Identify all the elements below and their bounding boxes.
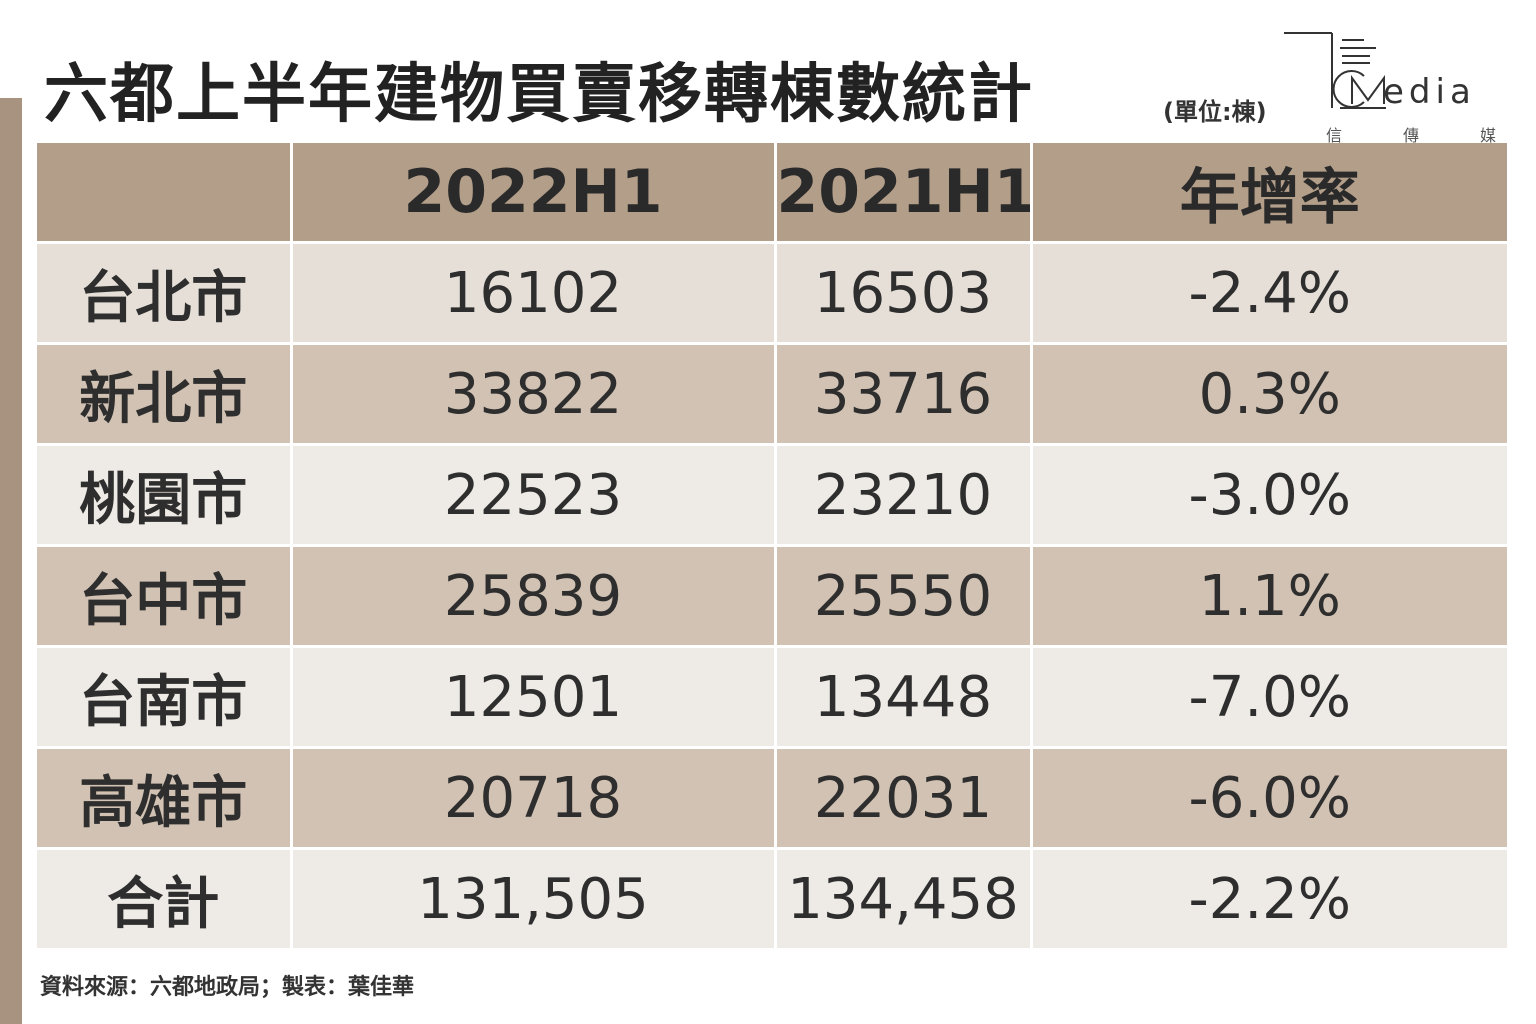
total-value-cell: 134,458 [775, 848, 1033, 951]
logo-char: 傳 [1402, 126, 1419, 145]
chart-title: 六都上半年建物買賣移轉棟數統計 [44, 58, 1034, 132]
total-row: 合計 131,505 134,458 -2.2% [37, 848, 1507, 951]
value-cell: 33822 [291, 343, 777, 446]
table-row: 台南市 12501 13448 -7.0% [37, 646, 1507, 749]
table-row: 台北市 16102 16503 -2.4% [37, 242, 1507, 345]
media-logo-icon [1284, 32, 1386, 109]
value-cell: 22031 [775, 747, 1033, 850]
total-growth-cell: -2.2% [1031, 848, 1507, 951]
value-cell: 22523 [291, 444, 777, 547]
value-cell: 33716 [775, 343, 1033, 446]
growth-cell: 0.3% [1031, 343, 1507, 446]
header-cell [37, 143, 293, 244]
city-cell: 台南市 [37, 646, 293, 749]
header-cell: 2022H1 [291, 143, 777, 244]
header-cell: 2021H1 [775, 143, 1033, 244]
total-label-cell: 合計 [37, 848, 293, 951]
logo-chinese-name: 信 傳 媒 [1326, 122, 1496, 146]
logo-wordmark: edia [1383, 72, 1476, 112]
logo-char: 信 [1326, 126, 1343, 145]
growth-cell: -3.0% [1031, 444, 1507, 547]
growth-cell: -6.0% [1031, 747, 1507, 850]
table-row: 高雄市 20718 22031 -6.0% [37, 747, 1507, 850]
unit-label: (單位:棟) [1163, 98, 1267, 126]
value-cell: 13448 [775, 646, 1033, 749]
header-cell: 年增率 [1031, 143, 1507, 244]
city-cell: 台北市 [37, 242, 293, 345]
city-cell: 桃園市 [37, 444, 293, 547]
value-cell: 25839 [291, 545, 777, 648]
city-cell: 高雄市 [37, 747, 293, 850]
growth-cell: 1.1% [1031, 545, 1507, 648]
city-cell: 新北市 [37, 343, 293, 446]
table-row: 新北市 33822 33716 0.3% [37, 343, 1507, 446]
value-cell: 16102 [291, 242, 777, 345]
data-table: 2022H1 2021H1 年增率 台北市 16102 16503 -2.4% … [37, 143, 1507, 951]
accent-bar [0, 98, 22, 1024]
value-cell: 23210 [775, 444, 1033, 547]
value-cell: 16503 [775, 242, 1033, 345]
value-cell: 12501 [291, 646, 777, 749]
table-row: 台中市 25839 25550 1.1% [37, 545, 1507, 648]
growth-cell: -7.0% [1031, 646, 1507, 749]
value-cell: 20718 [291, 747, 777, 850]
value-cell: 25550 [775, 545, 1033, 648]
logo-char: 媒 [1479, 126, 1496, 145]
table-row: 桃園市 22523 23210 -3.0% [37, 444, 1507, 547]
header-row: 2022H1 2021H1 年增率 [37, 143, 1507, 244]
total-value-cell: 131,505 [291, 848, 777, 951]
growth-cell: -2.4% [1031, 242, 1507, 345]
city-cell: 台中市 [37, 545, 293, 648]
source-note: 資料來源：六都地政局；製表：葉佳華 [40, 975, 415, 1000]
